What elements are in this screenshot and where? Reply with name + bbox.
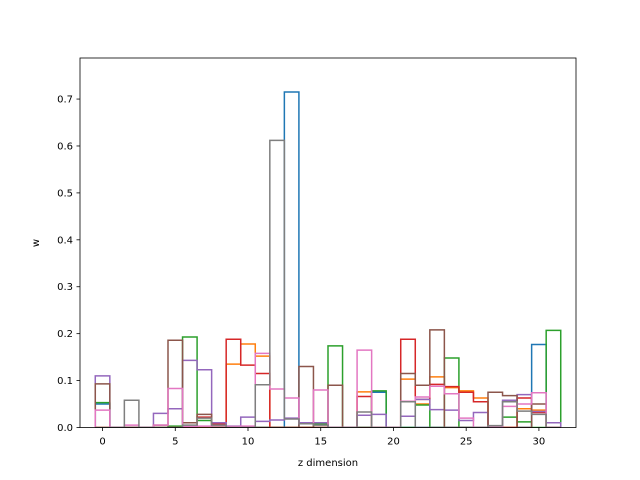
y-tick-label: 0.6 (57, 141, 73, 152)
x-tick-label: 15 (314, 437, 327, 448)
plot-frame (79, 57, 577, 428)
series-8-step-line (95, 139, 561, 428)
y-tick-label: 0.2 (57, 329, 73, 340)
x-tick-label: 30 (533, 437, 546, 448)
x-tick-label: 10 (242, 437, 255, 448)
y-axis: 0.0 0.1 0.2 0.3 0.4 0.5 0.6 0.7 (57, 95, 80, 434)
series-7-step-line (94, 349, 561, 428)
y-tick-label: 0.0 (57, 423, 73, 434)
x-tick-label: 5 (172, 437, 178, 448)
series-6-step-line (94, 329, 561, 428)
x-tick-label: 25 (460, 437, 473, 448)
y-tick-label: 0.4 (57, 235, 73, 246)
y-tick-label: 0.3 (57, 282, 73, 293)
x-axis-label: z dimension (298, 458, 358, 469)
x-tick-label: 20 (387, 437, 400, 448)
x-axis: 0 5 10 15 20 25 30 (99, 427, 546, 448)
x-tick-label: 0 (99, 437, 105, 448)
y-tick-label: 0.5 (57, 188, 73, 199)
y-tick-label: 0.7 (57, 95, 73, 106)
y-axis-label: w (31, 239, 42, 247)
y-tick-label: 0.1 (57, 376, 73, 387)
